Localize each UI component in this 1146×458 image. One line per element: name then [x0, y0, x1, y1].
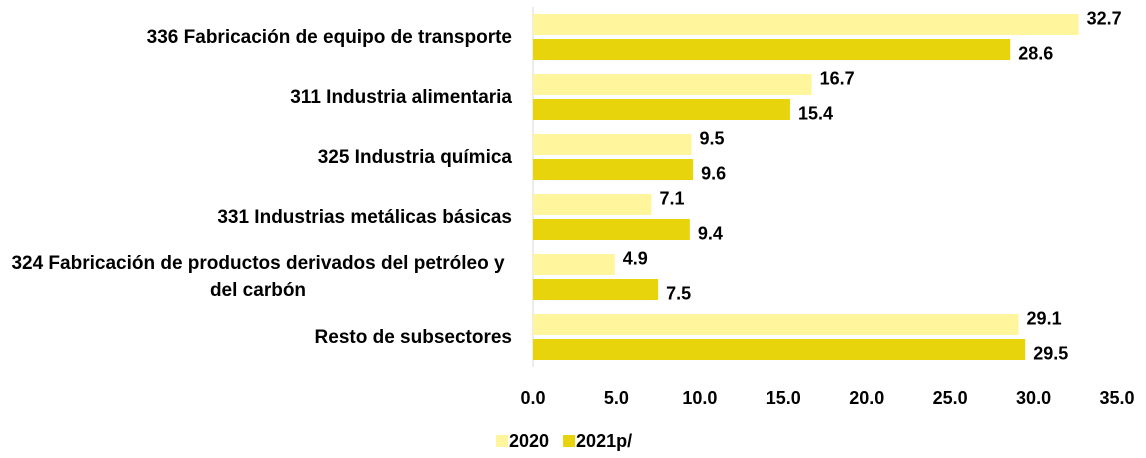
- x-tick-label: 25.0: [933, 388, 968, 408]
- value-label: 7.5: [666, 283, 691, 303]
- legend-label: 2020: [509, 431, 549, 451]
- legend-swatch: [563, 435, 576, 447]
- category-label-box: 336 Fabricación de equipo de transporte: [0, 7, 512, 67]
- bar: [533, 339, 1026, 360]
- x-tick-label: 5.0: [604, 388, 629, 408]
- value-label: 29.5: [1033, 343, 1068, 363]
- category-label: Resto de subsectores: [314, 326, 512, 348]
- bar: [533, 194, 652, 215]
- legend-swatch: [496, 435, 508, 447]
- bar: [533, 254, 615, 275]
- x-tick-label: 10.0: [682, 388, 717, 408]
- category-label-box: 325 Industria química: [0, 127, 512, 187]
- bar: [533, 279, 659, 300]
- value-label: 32.7: [1087, 8, 1122, 28]
- category-label-box: 311 Industria alimentaria: [0, 67, 512, 127]
- bar: [533, 219, 690, 240]
- category-label-box: Resto de subsectores: [0, 307, 512, 367]
- x-tick-label: 35.0: [1099, 388, 1134, 408]
- bar: [533, 39, 1011, 60]
- category-label-box: 324 Fabricación de productos derivados d…: [0, 247, 512, 307]
- value-label: 28.6: [1018, 43, 1053, 63]
- value-label: 7.1: [659, 188, 684, 208]
- category-label: 311 Industria alimentaria: [290, 86, 512, 108]
- value-label: 9.4: [698, 223, 723, 243]
- category-label: 331 Industrias metálicas básicas: [217, 206, 512, 228]
- x-tick-label: 20.0: [849, 388, 884, 408]
- category-label: 336 Fabricación de equipo de transporte: [146, 26, 512, 48]
- category-label-box: 331 Industrias metálicas básicas: [0, 187, 512, 247]
- bar: [533, 74, 812, 95]
- value-label: 15.4: [798, 103, 833, 123]
- value-label: 16.7: [820, 68, 855, 88]
- bar: [533, 14, 1079, 35]
- bar: [533, 99, 790, 120]
- value-label: 4.9: [623, 248, 648, 268]
- bar: [533, 159, 694, 180]
- x-tick-label: 0.0: [520, 388, 545, 408]
- category-label: 325 Industria química: [317, 146, 512, 168]
- bar: [533, 314, 1019, 335]
- legend-label: 2021p/: [576, 431, 632, 451]
- x-tick-label: 30.0: [1016, 388, 1051, 408]
- category-label: 324 Fabricación de productos derivados d…: [11, 253, 505, 301]
- value-label: 9.6: [701, 163, 726, 183]
- bar: [533, 134, 692, 155]
- value-label: 9.5: [700, 128, 725, 148]
- x-tick-label: 15.0: [766, 388, 801, 408]
- value-label: 29.1: [1027, 308, 1062, 328]
